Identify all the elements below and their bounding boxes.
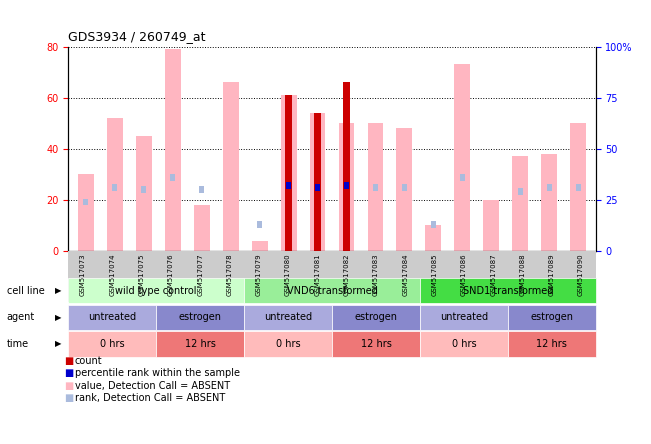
Bar bbox=[281, 95, 296, 251]
Bar bbox=[223, 83, 238, 251]
Text: percentile rank within the sample: percentile rank within the sample bbox=[75, 369, 240, 378]
Bar bbox=[431, 221, 436, 227]
Bar bbox=[518, 188, 523, 195]
Text: GSM517085: GSM517085 bbox=[432, 253, 437, 296]
Text: SND1 transformed: SND1 transformed bbox=[463, 285, 553, 296]
Bar bbox=[199, 186, 204, 193]
Text: untreated: untreated bbox=[89, 312, 136, 322]
Text: 0 hrs: 0 hrs bbox=[276, 339, 300, 349]
Bar bbox=[542, 154, 557, 251]
Text: GSM517086: GSM517086 bbox=[461, 253, 467, 296]
Bar bbox=[460, 174, 465, 181]
Text: agent: agent bbox=[7, 312, 35, 322]
Text: GSM517073: GSM517073 bbox=[80, 253, 86, 296]
Bar bbox=[165, 49, 180, 251]
Text: 12 hrs: 12 hrs bbox=[361, 339, 391, 349]
Text: ■: ■ bbox=[64, 369, 73, 378]
Text: estrogen: estrogen bbox=[178, 312, 222, 322]
Text: 0 hrs: 0 hrs bbox=[100, 339, 124, 349]
Text: estrogen: estrogen bbox=[354, 312, 398, 322]
Text: cell line: cell line bbox=[7, 285, 44, 296]
Text: GSM517076: GSM517076 bbox=[168, 253, 174, 296]
Text: ▶: ▶ bbox=[55, 286, 62, 295]
Bar bbox=[547, 184, 552, 191]
Bar bbox=[426, 226, 441, 251]
Text: GSM517089: GSM517089 bbox=[549, 253, 555, 296]
Bar bbox=[83, 198, 89, 205]
Text: untreated: untreated bbox=[440, 312, 488, 322]
Bar bbox=[343, 83, 350, 251]
Text: ■: ■ bbox=[64, 356, 73, 366]
Bar bbox=[512, 156, 529, 251]
Bar bbox=[575, 184, 581, 191]
Text: VND6 transformed: VND6 transformed bbox=[286, 285, 378, 296]
Bar bbox=[314, 113, 321, 251]
Bar bbox=[251, 241, 268, 251]
Text: GSM517084: GSM517084 bbox=[402, 253, 408, 296]
Text: ▶: ▶ bbox=[55, 339, 62, 349]
Bar bbox=[310, 113, 326, 251]
Bar bbox=[193, 205, 210, 251]
Text: ■: ■ bbox=[64, 393, 73, 403]
Text: time: time bbox=[7, 339, 29, 349]
Text: GSM517090: GSM517090 bbox=[578, 253, 584, 296]
Bar bbox=[373, 184, 378, 191]
Text: estrogen: estrogen bbox=[530, 312, 574, 322]
Bar bbox=[402, 184, 407, 191]
Text: 12 hrs: 12 hrs bbox=[536, 339, 567, 349]
Bar bbox=[285, 95, 292, 251]
Bar bbox=[339, 123, 354, 251]
Bar bbox=[484, 200, 499, 251]
Text: GSM517078: GSM517078 bbox=[227, 253, 232, 296]
Bar bbox=[170, 174, 175, 181]
Text: GSM517088: GSM517088 bbox=[519, 253, 525, 296]
Text: GSM517087: GSM517087 bbox=[490, 253, 496, 296]
Text: ▶: ▶ bbox=[55, 313, 62, 322]
Bar bbox=[77, 174, 94, 251]
Bar bbox=[286, 182, 291, 189]
Text: 0 hrs: 0 hrs bbox=[452, 339, 476, 349]
Bar bbox=[315, 184, 320, 191]
Bar bbox=[107, 118, 122, 251]
Text: wild type control: wild type control bbox=[115, 285, 197, 296]
Bar bbox=[396, 128, 413, 251]
Bar bbox=[112, 184, 117, 191]
Text: 12 hrs: 12 hrs bbox=[185, 339, 215, 349]
Text: rank, Detection Call = ABSENT: rank, Detection Call = ABSENT bbox=[75, 393, 225, 403]
Text: value, Detection Call = ABSENT: value, Detection Call = ABSENT bbox=[75, 381, 230, 391]
Text: GSM517080: GSM517080 bbox=[285, 253, 291, 296]
Text: GSM517074: GSM517074 bbox=[109, 253, 115, 296]
Bar bbox=[344, 182, 349, 189]
Bar bbox=[257, 221, 262, 227]
Text: GSM517081: GSM517081 bbox=[314, 253, 320, 296]
Text: GSM517077: GSM517077 bbox=[197, 253, 203, 296]
Text: ■: ■ bbox=[64, 381, 73, 391]
Bar bbox=[135, 136, 152, 251]
Bar bbox=[570, 123, 587, 251]
Text: count: count bbox=[75, 356, 102, 366]
Text: GDS3934 / 260749_at: GDS3934 / 260749_at bbox=[68, 30, 206, 43]
Text: GSM517075: GSM517075 bbox=[139, 253, 145, 296]
Text: GSM517079: GSM517079 bbox=[256, 253, 262, 296]
Text: GSM517083: GSM517083 bbox=[373, 253, 379, 296]
Text: untreated: untreated bbox=[264, 312, 312, 322]
Text: GSM517082: GSM517082 bbox=[344, 253, 350, 296]
Bar bbox=[454, 64, 471, 251]
Bar bbox=[141, 186, 146, 193]
Bar bbox=[368, 123, 383, 251]
